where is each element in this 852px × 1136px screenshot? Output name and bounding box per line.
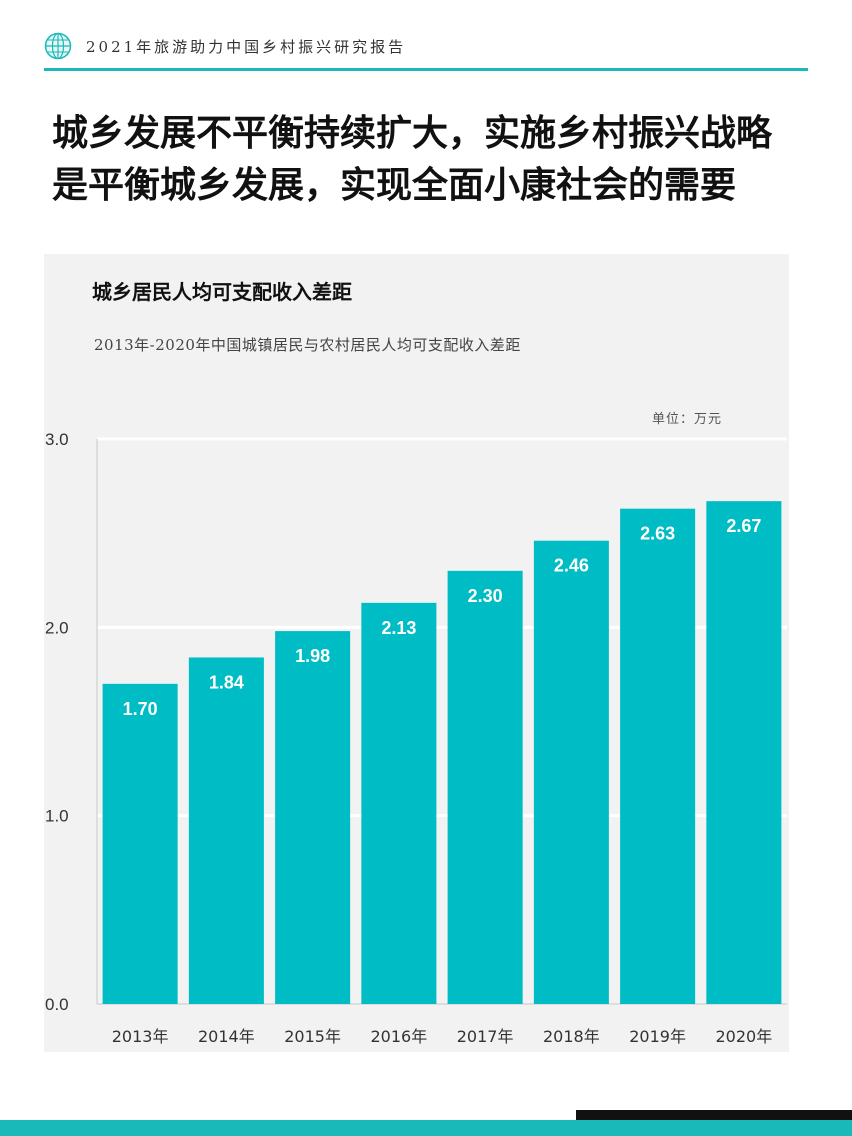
chart-subtitle: 2013年-2020年中国城镇居民与农村居民人均可支配收入差距: [94, 336, 521, 354]
header-divider: [44, 68, 808, 71]
x-tick-label: 2018年: [543, 1027, 600, 1046]
data-label: 2.63: [640, 524, 675, 544]
x-tick-label: 2017年: [457, 1027, 514, 1046]
data-label: 2.67: [726, 516, 761, 536]
bar: [620, 508, 696, 1004]
data-label: 1.98: [295, 646, 330, 666]
y-tick-label: 3.0: [45, 430, 69, 449]
x-tick-label: 2019年: [629, 1027, 686, 1046]
globe-icon: [44, 32, 72, 60]
data-label: 2.13: [381, 618, 416, 638]
data-label: 2.46: [554, 556, 589, 576]
page-headline: 城乡发展不平衡持续扩大，实施乡村振兴战略 是平衡城乡发展，实现全面小康社会的需要: [52, 108, 832, 212]
unit-label: 单位：万元: [652, 412, 723, 427]
chart-title: 城乡居民人均可支配收入差距: [92, 280, 352, 304]
bar: [706, 501, 782, 1004]
x-tick-label: 2013年: [112, 1027, 169, 1046]
data-label: 1.84: [209, 672, 244, 692]
y-tick-label: 2.0: [45, 618, 69, 637]
headline-line-1: 城乡发展不平衡持续扩大，实施乡村振兴战略: [52, 113, 773, 154]
bar: [102, 683, 178, 1004]
bar: [361, 602, 437, 1004]
headline-line-2: 是平衡城乡发展，实现全面小康社会的需要: [52, 165, 737, 206]
report-header: 2021年旅游助力中国乡村振兴研究报告: [44, 32, 808, 72]
bar: [447, 570, 523, 1004]
bar: [533, 540, 609, 1004]
footer-accent-bar: [0, 1120, 852, 1136]
x-tick-label: 2020年: [716, 1027, 773, 1046]
y-tick-label: 1.0: [45, 807, 69, 826]
x-tick-label: 2014年: [198, 1027, 255, 1046]
data-label: 1.70: [123, 699, 158, 719]
report-title: 2021年旅游助力中国乡村振兴研究报告: [86, 38, 407, 56]
y-tick-label: 0.0: [45, 995, 69, 1014]
footer-accent-black: [576, 1110, 852, 1120]
data-label: 2.30: [468, 586, 503, 606]
x-tick-label: 2016年: [371, 1027, 428, 1046]
bar: [188, 657, 264, 1004]
x-tick-label: 2015年: [284, 1027, 341, 1046]
bar: [275, 631, 351, 1004]
